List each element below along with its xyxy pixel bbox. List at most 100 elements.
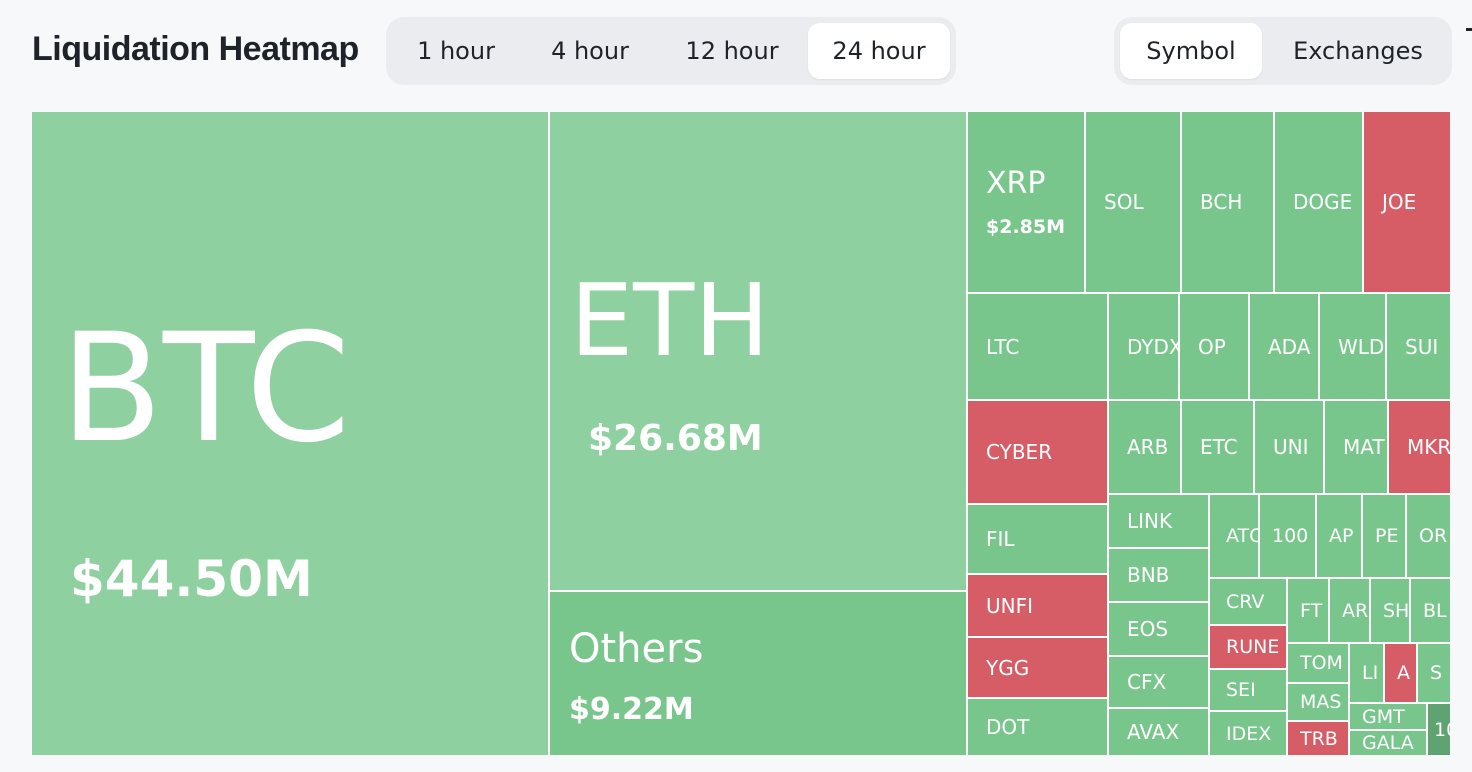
tile-sol[interactable]: SOL	[1086, 112, 1182, 294]
tile-eos[interactable]: EOS	[1109, 603, 1210, 657]
page-title: Liquidation Heatmap	[32, 30, 359, 68]
tile-symbol: AR	[1342, 599, 1369, 622]
tile-or[interactable]: OR	[1407, 495, 1450, 579]
liquidation-heatmap: BTC $44.50M ETH $26.68M Others $9.22M XR…	[32, 112, 1450, 755]
tile-others[interactable]: Others $9.22M	[550, 592, 968, 755]
tab-1-hour[interactable]: 1 hour	[417, 37, 495, 65]
toggle-exchanges[interactable]: Exchanges	[1293, 37, 1423, 65]
tile-symbol: TRB	[1300, 727, 1338, 750]
tile-xrp[interactable]: XRP $2.85M	[968, 112, 1086, 294]
tile-li[interactable]: LI	[1350, 644, 1385, 704]
tile-symbol: AP	[1329, 525, 1354, 547]
tile-ltc[interactable]: LTC	[968, 294, 1109, 401]
tile-symbol: LI	[1362, 662, 1379, 684]
tab-4-hour[interactable]: 4 hour	[551, 37, 629, 65]
tile-cfx[interactable]: CFX	[1109, 657, 1210, 709]
tile-10[interactable]: 10	[1428, 704, 1450, 755]
tile-symbol: UNFI	[986, 593, 1034, 618]
tile-symbol: 100	[1272, 525, 1309, 547]
tile-symbol: DYDX	[1127, 334, 1180, 359]
tile-ft[interactable]: FT	[1288, 579, 1330, 644]
tile-symbol: ARB	[1127, 435, 1169, 459]
tile-ato[interactable]: ATO	[1210, 495, 1260, 579]
tile-tom[interactable]: TOM	[1288, 644, 1350, 684]
tile-idex[interactable]: IDEX	[1210, 712, 1288, 755]
tile-mas[interactable]: MAS	[1288, 684, 1350, 722]
tile-symbol: SOL	[1104, 190, 1144, 214]
tile-value: $2.85M	[986, 216, 1066, 238]
tile-symbol: UNI	[1273, 435, 1309, 459]
tile-eth[interactable]: ETH $26.68M	[550, 112, 968, 592]
tab-24-hour[interactable]: 24 hour	[808, 23, 950, 79]
tile-crv[interactable]: CRV	[1210, 579, 1288, 626]
tile-symbol: ATO	[1226, 525, 1258, 547]
tile-symbol: GMT	[1362, 705, 1405, 728]
tile-value: $44.50M	[70, 550, 313, 608]
tile-symbol: Others	[569, 626, 704, 672]
tab-12-hour[interactable]: 12 hour	[685, 37, 779, 65]
tile-mat[interactable]: MAT	[1325, 401, 1389, 495]
tile-gala[interactable]: GALA	[1350, 731, 1428, 755]
tile-unfi[interactable]: UNFI	[968, 575, 1109, 638]
tile-symbol: 10	[1434, 718, 1450, 741]
tile-dydx[interactable]: DYDX	[1109, 294, 1180, 401]
tile-value: $9.22M	[569, 692, 694, 727]
tile-avax[interactable]: AVAX	[1109, 709, 1210, 755]
tile-wld[interactable]: WLD	[1320, 294, 1387, 401]
tile-uni[interactable]: UNI	[1255, 401, 1325, 495]
tile-ap[interactable]: AP	[1317, 495, 1363, 579]
view-toggle: Symbol Exchanges	[1114, 17, 1452, 85]
tile-sh[interactable]: SH	[1371, 579, 1411, 644]
tile-dot[interactable]: DOT	[968, 699, 1109, 755]
tile-sei[interactable]: SEI	[1210, 670, 1288, 712]
tile-100[interactable]: 100	[1260, 495, 1317, 579]
tile-a[interactable]: A	[1385, 644, 1418, 704]
tile-mkr[interactable]: MKR	[1389, 401, 1450, 495]
tile-doge[interactable]: DOGE	[1275, 112, 1364, 294]
tile-cyber[interactable]: CYBER	[968, 401, 1109, 505]
tile-symbol: IDEX	[1226, 722, 1272, 745]
toggle-symbol[interactable]: Symbol	[1120, 23, 1262, 79]
tile-symbol: SH	[1383, 599, 1410, 622]
tile-ygg[interactable]: YGG	[968, 638, 1109, 699]
tile-btc[interactable]: BTC $44.50M	[32, 112, 550, 755]
tile-symbol: EOS	[1127, 617, 1169, 641]
tile-symbol: BTC	[60, 302, 351, 476]
tile-ar[interactable]: AR	[1330, 579, 1371, 644]
tile-bl[interactable]: BL	[1411, 579, 1450, 644]
tile-symbol: GALA	[1362, 732, 1414, 754]
tile-symbol: S	[1430, 662, 1443, 684]
tile-symbol: XRP	[986, 166, 1046, 201]
tile-symbol: LTC	[986, 334, 1020, 359]
tile-symbol: AVAX	[1127, 720, 1180, 744]
tile-s[interactable]: S	[1418, 644, 1450, 704]
tile-symbol: DOT	[986, 715, 1030, 739]
tile-symbol: YGG	[986, 655, 1030, 680]
tile-sui[interactable]: SUI	[1387, 294, 1450, 401]
tile-symbol: MAS	[1300, 691, 1342, 713]
tile-symbol: DOGE	[1293, 190, 1353, 214]
timeframe-selector: 1 hour 4 hour 12 hour 24 hour	[386, 17, 956, 85]
tile-symbol: CFX	[1127, 670, 1167, 694]
tile-symbol: MAT	[1343, 435, 1385, 459]
tile-link[interactable]: LINK	[1109, 495, 1210, 549]
tile-arb[interactable]: ARB	[1109, 401, 1182, 495]
tile-bch[interactable]: BCH	[1182, 112, 1275, 294]
tile-trb[interactable]: TRB	[1288, 722, 1350, 755]
tile-symbol: WLD	[1338, 334, 1385, 359]
tile-symbol: CRV	[1226, 590, 1265, 613]
tile-symbol: PE	[1375, 525, 1399, 547]
tile-bnb[interactable]: BNB	[1109, 549, 1210, 603]
tile-symbol: JOE	[1382, 190, 1417, 214]
tile-fil[interactable]: FIL	[968, 505, 1109, 575]
tile-etc[interactable]: ETC	[1182, 401, 1255, 495]
tile-symbol: OR	[1419, 525, 1448, 547]
tile-pe[interactable]: PE	[1363, 495, 1407, 579]
tile-rune[interactable]: RUNE	[1210, 626, 1288, 670]
tile-symbol: TOM	[1300, 652, 1343, 674]
tile-joe[interactable]: JOE	[1364, 112, 1450, 294]
tile-op[interactable]: OP	[1180, 294, 1250, 401]
tile-symbol: ETH	[570, 262, 770, 379]
tile-gmt[interactable]: GMT	[1350, 704, 1428, 731]
tile-ada[interactable]: ADA	[1250, 294, 1320, 401]
